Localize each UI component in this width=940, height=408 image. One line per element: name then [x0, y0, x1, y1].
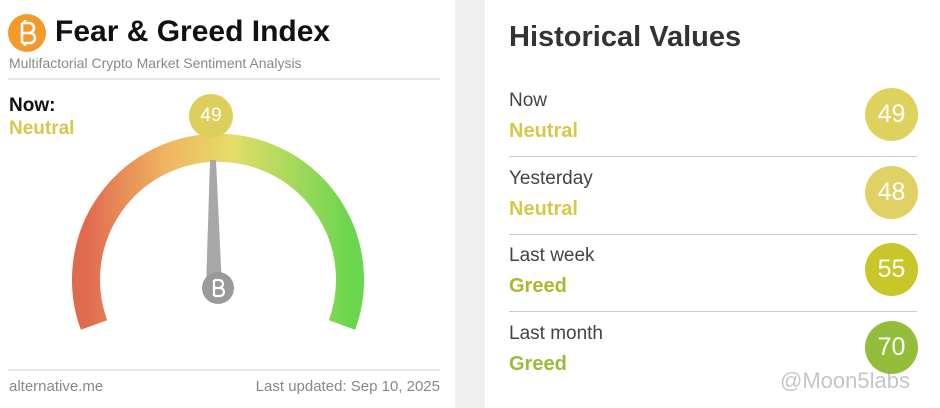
row-value: 48	[865, 165, 918, 219]
gauge-needle	[206, 160, 222, 288]
row-label: Last month	[509, 322, 603, 344]
row-label: Yesterday	[509, 167, 593, 189]
row-classification: Neutral	[509, 120, 578, 142]
gauge-svg	[8, 14, 440, 371]
historical-title: Historical Values	[509, 21, 742, 53]
row-value: 70	[865, 320, 918, 374]
row-classification: Neutral	[509, 197, 578, 220]
now-value: 49	[189, 94, 233, 138]
index-card: Fear & Greed Index Multifactorial Crypto…	[0, 0, 455, 408]
hub-glyph	[212, 278, 226, 298]
historical-card: Historical Values Now Neutral 49 Yesterday N…	[485, 0, 940, 408]
gauge-arc	[72, 133, 364, 330]
row-value: 49	[865, 88, 918, 141]
row-value: 55	[865, 243, 918, 296]
row-label: Now	[509, 90, 548, 111]
now-classification: Neutral	[9, 118, 75, 139]
row-divider	[509, 311, 917, 312]
source: alternative.me	[9, 378, 104, 395]
title: Fear & Greed Index	[55, 15, 331, 48]
row-divider	[509, 233, 917, 235]
now-label: Now:	[9, 95, 56, 116]
subtitle: Multifactorial Crypto Market Sentiment A…	[9, 55, 302, 71]
watermark: @Moon5labs	[780, 368, 910, 393]
bitcoin-glyph	[20, 20, 37, 46]
row-divider	[509, 156, 917, 157]
row-classification: Greed	[509, 275, 567, 297]
row-label: Last week	[509, 245, 595, 266]
last-updated: Last updated: Sep 10, 2025	[255, 378, 440, 395]
row-classification: Greed	[509, 352, 567, 375]
